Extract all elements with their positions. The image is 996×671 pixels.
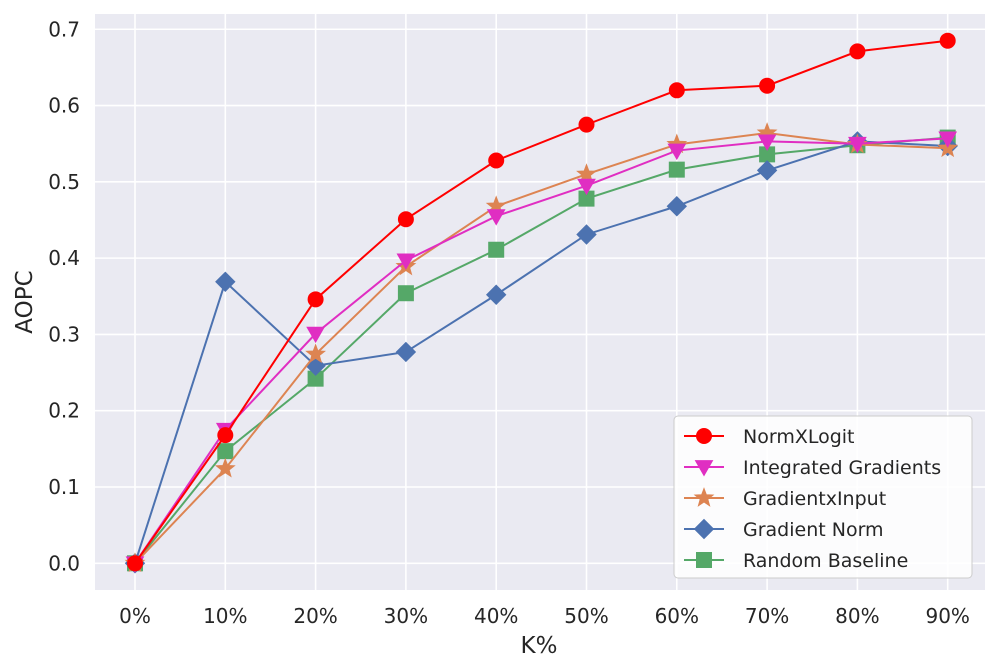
legend-label: GradientxInput [743, 488, 886, 510]
legend: NormXLogit Integrated Gradients GradientxI… [673, 415, 973, 579]
x-tick-label: 40% [474, 604, 518, 628]
y-tick-label: 0.2 [48, 399, 80, 423]
x-tick-label: 50% [564, 604, 608, 628]
legend-item: Integrated Gradients [684, 457, 941, 479]
legend-label: Integrated Gradients [743, 457, 941, 479]
x-tick-label: 60% [655, 604, 699, 628]
legend-marker [693, 518, 715, 540]
data-point [396, 253, 416, 270]
legend-item: Gradient Norm [684, 518, 884, 541]
y-tick-label: 0.5 [48, 170, 80, 194]
legend-marker [696, 428, 712, 444]
data-point [757, 134, 777, 151]
x-tick-label: 80% [835, 604, 879, 628]
y-axis-label: AOPC [12, 270, 38, 333]
y-tick-label: 0.3 [48, 322, 80, 346]
data-point [756, 160, 778, 181]
data-point [488, 241, 505, 258]
legend-item: GradientxInput [684, 487, 886, 510]
data-point [667, 143, 687, 161]
data-point [759, 77, 776, 94]
legend-item: NormXLogit [684, 426, 855, 448]
x-tick-label: 0% [119, 604, 151, 628]
series-line [134, 140, 948, 564]
series-line [134, 136, 948, 564]
legend-label: NormXLogit [743, 426, 855, 448]
data-point [576, 224, 597, 245]
data-point [127, 555, 143, 572]
legend-label: Gradient Norm [743, 519, 884, 541]
x-tick-label: 70% [745, 604, 789, 628]
data-point [848, 136, 867, 154]
series-normxlogit [127, 32, 956, 572]
data-point [666, 196, 688, 217]
data-point [306, 326, 325, 344]
x-tick-label: 30% [384, 604, 428, 628]
series-line [134, 137, 948, 564]
x-axis-label: K% [521, 633, 558, 659]
data-point [668, 161, 685, 178]
y-tick-label: 0.7 [48, 17, 80, 41]
y-tick-label: 0.4 [48, 246, 80, 270]
data-point [215, 271, 236, 292]
x-tick-label: 20% [293, 604, 337, 628]
data-point [578, 116, 595, 133]
data-point [849, 43, 866, 60]
data-point [214, 457, 236, 478]
x-tick-label: 90% [925, 604, 969, 628]
data-point [217, 427, 234, 444]
data-point [395, 341, 417, 363]
legend-box [673, 415, 973, 579]
legend-marker [694, 460, 714, 477]
data-point [307, 291, 324, 308]
series-line [134, 39, 948, 564]
data-point [397, 211, 414, 228]
data-point [939, 32, 956, 49]
data-point [217, 443, 234, 460]
data-point [485, 284, 507, 305]
x-tick-label: 10% [203, 604, 247, 628]
legend-item: Random Baseline [684, 550, 908, 572]
data-point [577, 178, 596, 196]
y-tick-labels: 0.0 0.1 0.2 0.3 0.4 0.5 0.6 0.7 [48, 17, 80, 575]
data-point [576, 163, 597, 184]
y-tick-label: 0.6 [48, 94, 80, 118]
y-tick-label: 0.1 [48, 475, 80, 499]
data-point [397, 285, 414, 302]
data-point [305, 343, 326, 364]
x-tick-labels: 0% 10% 20% 30% 40% 50% 60% 70% 80% 90% [119, 604, 970, 628]
data-point [486, 209, 506, 226]
legend-marker [693, 487, 715, 507]
data-point [488, 152, 505, 169]
legend-marker [696, 552, 712, 568]
data-point [938, 131, 958, 148]
legend-label: Random Baseline [743, 550, 908, 572]
series-line [134, 132, 948, 564]
series-layer [124, 32, 959, 574]
y-tick-label: 0.0 [48, 551, 80, 575]
data-point [668, 82, 685, 99]
